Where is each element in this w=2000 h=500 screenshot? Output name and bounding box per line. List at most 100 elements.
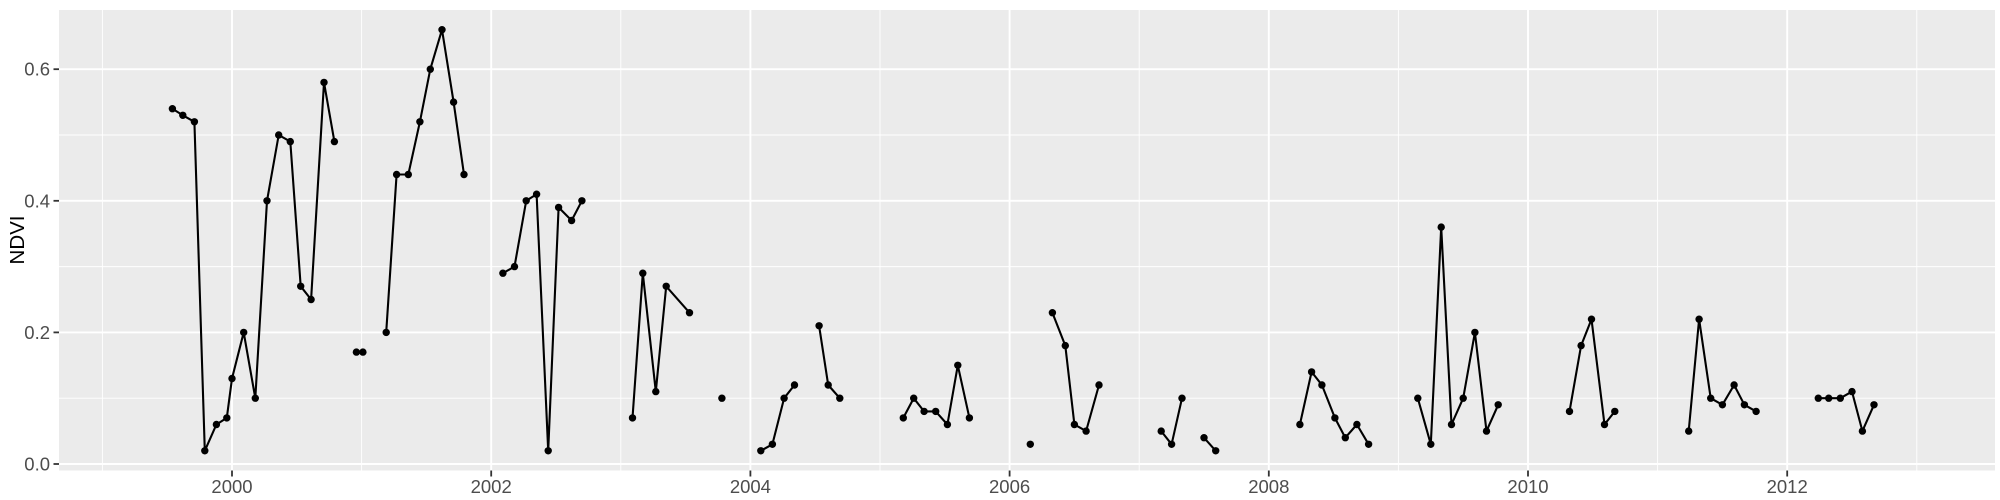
data-point — [359, 348, 367, 356]
y-axis-tick-label: 0.0 — [24, 454, 50, 475]
data-point — [1026, 440, 1035, 448]
data-point — [1061, 341, 1070, 350]
data-point — [1740, 401, 1749, 409]
data-point — [920, 407, 928, 416]
data-point — [460, 170, 468, 179]
x-axis-tick-label: 2004 — [730, 476, 771, 497]
data-point — [1157, 427, 1165, 435]
data-point — [567, 216, 576, 225]
data-point — [578, 197, 586, 205]
data-point — [1482, 427, 1491, 435]
data-point — [836, 394, 844, 402]
data-point — [297, 282, 305, 290]
data-point — [544, 447, 552, 455]
data-point — [1814, 394, 1823, 402]
data-point — [1577, 341, 1585, 350]
data-point — [1858, 427, 1867, 435]
data-point — [1611, 407, 1619, 416]
data-point — [1836, 394, 1845, 402]
data-point — [1685, 427, 1693, 435]
data-point — [1730, 381, 1738, 389]
data-point — [1437, 223, 1445, 231]
data-point — [1307, 368, 1316, 376]
data-point — [499, 269, 507, 277]
data-point — [251, 394, 259, 402]
data-point — [1848, 387, 1856, 396]
data-point — [330, 137, 339, 146]
x-axis-tick-label: 2002 — [471, 476, 512, 497]
data-point — [223, 414, 231, 422]
data-point — [201, 447, 209, 455]
data-point — [1048, 309, 1057, 317]
data-point — [286, 137, 294, 146]
data-point — [1414, 394, 1422, 402]
data-point — [352, 348, 361, 356]
data-point — [1459, 394, 1467, 402]
x-axis-tick-label: 2006 — [989, 476, 1030, 497]
data-point — [815, 322, 823, 330]
data-point — [320, 78, 328, 87]
y-axis-tick-label: 0.6 — [24, 59, 50, 80]
data-point — [1318, 381, 1326, 389]
x-axis-tick-label: 2012 — [1767, 476, 1808, 497]
data-point — [510, 262, 519, 271]
data-point — [426, 65, 434, 73]
data-point — [1212, 447, 1220, 455]
series-segment-line — [759, 383, 796, 452]
data-point — [1565, 407, 1574, 416]
data-point — [1167, 440, 1176, 448]
data-point — [1095, 381, 1103, 389]
data-point — [228, 374, 236, 383]
data-point — [757, 447, 765, 455]
data-point — [685, 309, 694, 317]
series-segment-line — [1416, 226, 1500, 446]
panel-background — [59, 10, 1995, 471]
data-point — [1587, 315, 1596, 323]
data-point — [1331, 414, 1339, 422]
data-point — [1447, 420, 1456, 429]
data-point — [1600, 420, 1609, 429]
data-point — [382, 328, 390, 337]
data-point — [965, 414, 974, 422]
data-point — [1707, 394, 1715, 402]
data-point — [1296, 420, 1304, 429]
data-point — [438, 26, 446, 34]
data-point — [522, 197, 530, 205]
data-point — [780, 394, 788, 402]
data-point — [790, 381, 799, 389]
x-axis-tick-label: 2000 — [211, 476, 252, 497]
data-point — [1752, 407, 1760, 416]
data-point — [1695, 315, 1703, 323]
data-point — [263, 197, 271, 205]
data-point — [932, 407, 940, 416]
data-point — [240, 328, 248, 337]
y-axis-tick-label: 0.2 — [24, 322, 50, 343]
x-axis-tick-label: 2008 — [1248, 476, 1289, 497]
data-point — [1427, 440, 1435, 448]
data-point — [628, 414, 637, 422]
data-point — [1870, 401, 1878, 409]
data-point — [824, 381, 832, 389]
data-point — [179, 111, 187, 120]
data-point — [554, 203, 563, 212]
data-point — [662, 282, 670, 290]
data-point — [1200, 434, 1208, 442]
data-point — [718, 394, 726, 402]
data-point — [943, 420, 952, 429]
data-point — [768, 440, 777, 448]
data-point — [404, 170, 412, 179]
data-point — [1494, 401, 1502, 409]
data-point — [449, 98, 458, 106]
x-axis-tick-label: 2010 — [1507, 476, 1548, 497]
data-point — [1471, 328, 1479, 337]
series-segment-line — [171, 81, 336, 452]
data-point — [1718, 401, 1727, 409]
data-point — [190, 118, 199, 126]
data-point — [532, 190, 541, 198]
data-point — [954, 361, 962, 369]
data-point — [307, 295, 315, 304]
data-point — [392, 170, 401, 179]
y-axis-title: NDVI — [6, 216, 29, 265]
